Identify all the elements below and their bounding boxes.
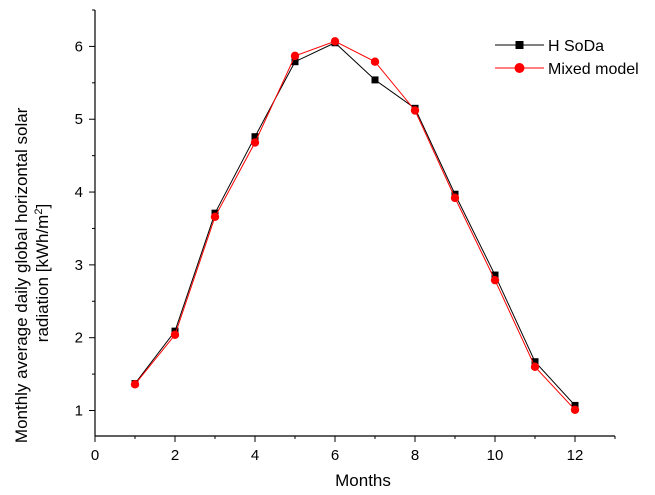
- legend-item: Mixed model: [495, 61, 639, 78]
- y-tick-label: 1: [75, 403, 83, 420]
- data-point: [250, 138, 260, 147]
- data-point: [570, 405, 580, 414]
- data-point: [170, 330, 180, 339]
- y-tick-label: 3: [75, 257, 83, 274]
- plot-area: [130, 37, 580, 414]
- x-axis-label: Months: [335, 471, 391, 490]
- data-point: [290, 51, 300, 61]
- data-point: [530, 362, 540, 372]
- x-tick-label: 6: [331, 447, 339, 464]
- y-tick-label: 2: [75, 330, 83, 347]
- axes: [94, 10, 615, 437]
- legend-marker: [515, 41, 524, 49]
- data-point: [571, 401, 579, 409]
- legend-marker: [514, 63, 525, 73]
- x-tick-label: 0: [91, 447, 99, 464]
- legend-label: H SoDa: [548, 38, 604, 55]
- data-point: [330, 37, 340, 46]
- data-point: [130, 380, 140, 389]
- series-1: [131, 39, 579, 409]
- series-line: [134, 40, 576, 411]
- data-point: [251, 133, 259, 141]
- legend-item: H SoDa: [495, 38, 604, 55]
- y-tick-label: 4: [75, 184, 83, 201]
- x-tick-label: 8: [411, 447, 419, 464]
- legend-label: Mixed model: [548, 61, 639, 78]
- y-axis-label-line-1: Monthly average daily global horizontal …: [12, 107, 31, 443]
- data-point: [491, 271, 499, 279]
- y-axis-ticks: 1 2 3 4 5 6: [75, 9, 95, 420]
- x-tick-label: 12: [567, 447, 584, 464]
- y-tick-label: 6: [75, 38, 83, 55]
- y-axis-label-superscript: 2: [33, 209, 45, 215]
- y-tick-label: 5: [75, 111, 83, 128]
- data-point: [371, 76, 379, 84]
- legend: H SoDa Mixed model: [495, 38, 639, 78]
- y-axis-label-line-2: radiation [kWh/m: [33, 215, 52, 343]
- series-line: [134, 42, 576, 406]
- data-point: [410, 106, 420, 115]
- series-2: [130, 37, 580, 414]
- data-point: [210, 212, 220, 222]
- x-tick-label: 10: [487, 447, 504, 464]
- data-point: [291, 58, 299, 66]
- y-axis-label-suffix: ]: [33, 204, 52, 209]
- data-point: [490, 275, 500, 285]
- data-point: [370, 57, 380, 66]
- data-point: [450, 193, 460, 203]
- x-axis-ticks: 0 2 4 6 8 10 12: [91, 436, 616, 464]
- x-tick-label: 2: [171, 447, 179, 464]
- data-point: [531, 358, 539, 366]
- x-tick-label: 4: [251, 447, 259, 464]
- y-axis-label: Monthly average daily global horizontal …: [12, 103, 52, 443]
